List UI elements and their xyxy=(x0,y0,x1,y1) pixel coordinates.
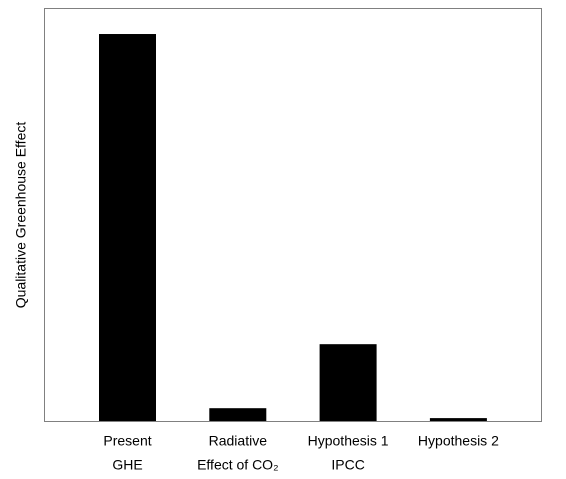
x-tick-label: Hypothesis 1 xyxy=(308,433,389,449)
x-tick-label: Hypothesis 2 xyxy=(418,433,499,449)
x-tick-label: Radiative xyxy=(209,433,268,449)
plot-frame xyxy=(44,8,542,422)
bar xyxy=(429,418,487,421)
bar xyxy=(99,34,156,421)
x-tick-label: Effect of CO₂ xyxy=(197,457,278,473)
x-tick-label: IPCC xyxy=(331,457,364,473)
bar xyxy=(209,408,267,421)
x-tick-label: Present xyxy=(103,433,151,449)
x-tick-label: GHE xyxy=(112,457,142,473)
bar xyxy=(319,344,377,421)
y-axis-label: Qualitative Greenhouse Effect xyxy=(13,122,29,309)
